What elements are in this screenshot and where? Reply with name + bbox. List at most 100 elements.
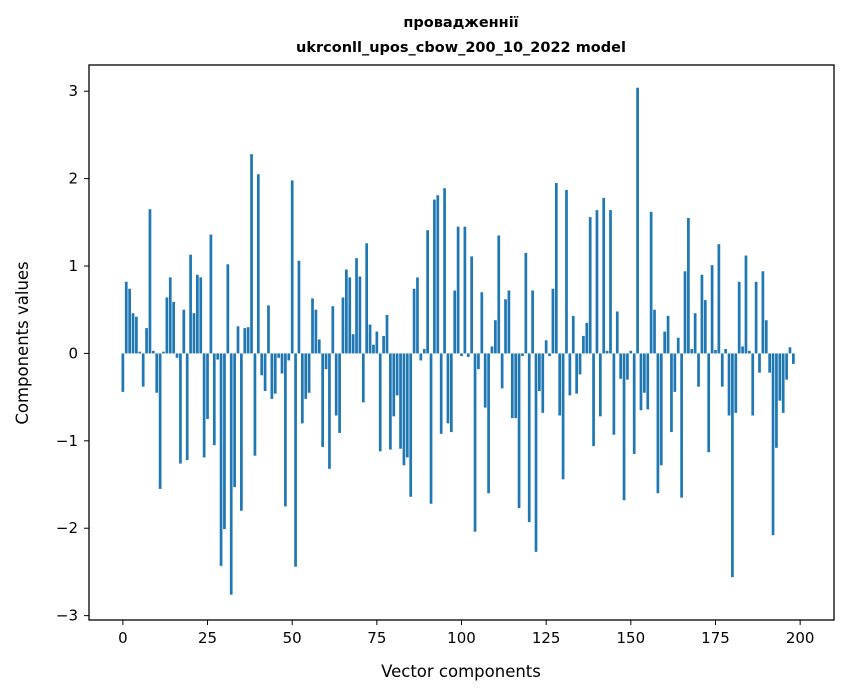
bar (345, 269, 348, 354)
bar (504, 299, 507, 354)
bar (121, 353, 125, 392)
bar (202, 353, 206, 458)
bar (270, 353, 274, 399)
bar (788, 347, 792, 354)
x-tick-label: 75 (367, 629, 386, 647)
bar (734, 353, 738, 413)
bar (399, 353, 402, 449)
y-tick-label: −3 (56, 607, 78, 625)
bar (206, 353, 209, 419)
bar (775, 353, 778, 448)
bar (554, 182, 558, 354)
bar (747, 350, 751, 354)
bar (338, 353, 341, 433)
bar (219, 353, 223, 566)
x-tick-label: 125 (532, 629, 561, 647)
bar (653, 309, 656, 354)
bar (639, 353, 643, 411)
bar (331, 306, 335, 354)
bar (683, 271, 687, 354)
y-axis-label: Components values (13, 261, 32, 424)
bar (609, 210, 612, 354)
bar (490, 346, 494, 354)
bar (453, 290, 457, 354)
bar (131, 313, 135, 354)
y-tick-label: 0 (68, 344, 78, 362)
bar (212, 353, 216, 446)
bar (243, 328, 247, 354)
bar (670, 353, 673, 433)
bar (649, 211, 653, 354)
bar (256, 174, 260, 354)
bar (389, 353, 392, 450)
bar (761, 271, 765, 354)
bar (781, 353, 785, 413)
bar (287, 353, 291, 361)
x-tick-label: 150 (616, 629, 645, 647)
bar (378, 353, 382, 452)
bar (697, 353, 700, 387)
bar (216, 353, 220, 360)
bar (768, 353, 772, 373)
bar (646, 353, 650, 410)
bar (382, 335, 385, 354)
bar (240, 353, 243, 511)
bar (324, 353, 328, 370)
bar (659, 353, 663, 466)
bar (199, 277, 203, 354)
bar (253, 353, 257, 456)
bar (334, 353, 338, 416)
y-axis-ticks: −3 −2 −1 0 1 2 3 (56, 82, 89, 625)
bar (751, 353, 755, 416)
bar (541, 353, 545, 413)
bar (162, 351, 165, 354)
x-tick-label: 25 (198, 629, 217, 647)
bar (328, 353, 331, 469)
bar (341, 297, 345, 354)
bar (500, 353, 504, 389)
bar (246, 327, 250, 354)
bar (189, 254, 192, 354)
bar (497, 235, 501, 354)
bar (267, 305, 270, 354)
bar (412, 288, 416, 354)
bar (429, 353, 433, 504)
bar (626, 353, 629, 380)
bar (179, 353, 182, 464)
bar (592, 353, 595, 447)
chart-title-line2: ukrconll_upos_cbow_200_10_2022 model (296, 40, 626, 56)
bar (172, 301, 176, 354)
bar (575, 353, 578, 394)
bar (351, 334, 355, 354)
bar (436, 195, 440, 354)
bar (598, 353, 602, 417)
bar (527, 353, 531, 523)
bar (629, 350, 633, 354)
bar (510, 353, 514, 419)
bar (517, 353, 521, 509)
bar (585, 322, 589, 354)
bar (470, 256, 474, 354)
bar (300, 353, 304, 424)
bar (409, 353, 413, 497)
x-tick-label: 50 (283, 629, 302, 647)
bar (175, 353, 179, 358)
bar (294, 353, 297, 567)
bar (615, 311, 619, 354)
bar (676, 337, 680, 354)
bar (250, 154, 253, 354)
bar (128, 288, 131, 354)
bar (612, 353, 616, 435)
bar (405, 353, 409, 458)
bar (233, 353, 236, 488)
bars-group (121, 87, 795, 595)
bar (643, 353, 646, 393)
bar (138, 351, 142, 354)
bar (260, 353, 264, 376)
bar (449, 353, 453, 433)
bar (446, 353, 450, 424)
bar (710, 265, 714, 354)
bar (619, 353, 623, 379)
bar (605, 350, 609, 354)
bar (443, 188, 446, 354)
